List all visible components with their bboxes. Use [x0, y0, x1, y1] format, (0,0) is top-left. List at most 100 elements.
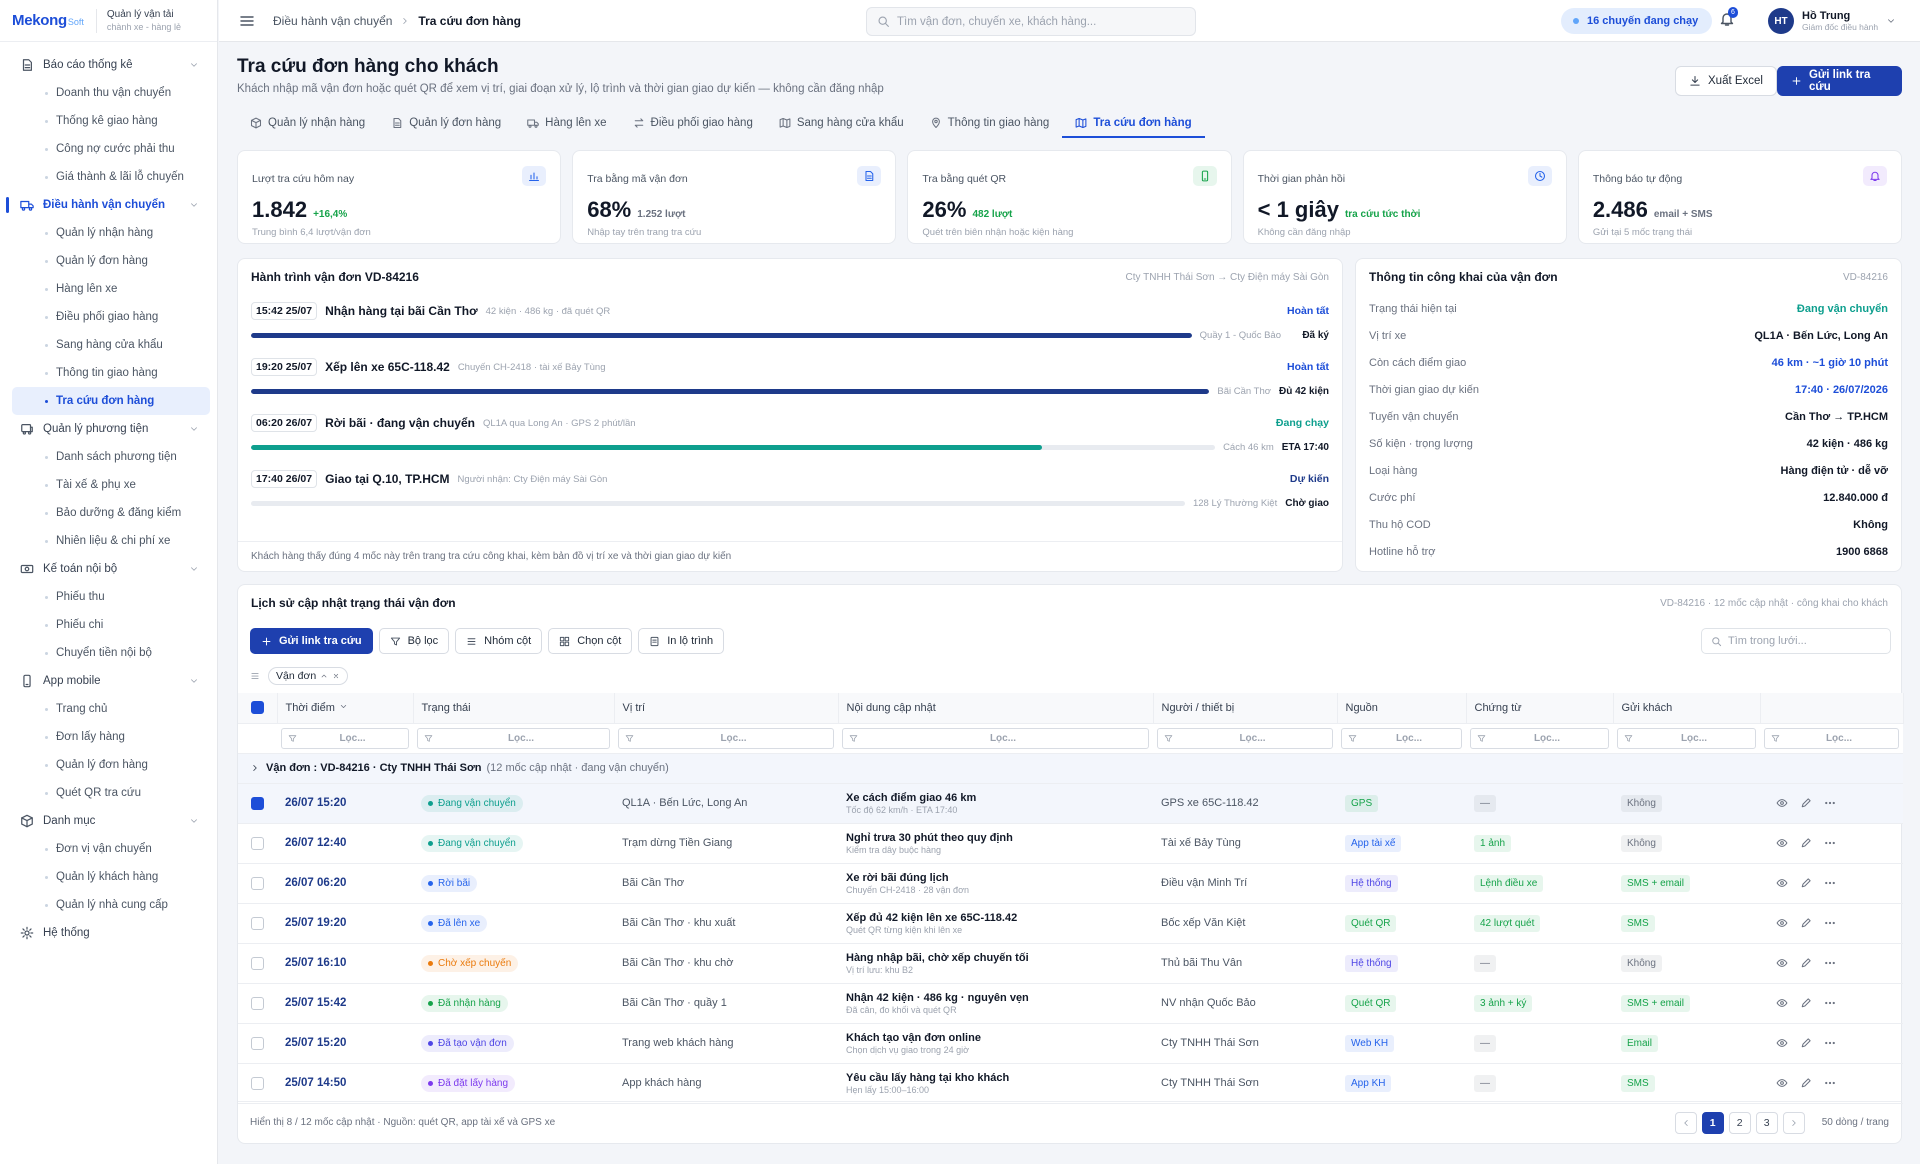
export-button[interactable]: Xuất Excel: [1675, 66, 1777, 96]
icon[interactable]: [1800, 957, 1812, 969]
nav-group[interactable]: Quản lý phương tiện: [0, 415, 217, 443]
icon[interactable]: [1776, 877, 1788, 889]
nav-group[interactable]: Danh mục: [0, 807, 217, 835]
nav-group[interactable]: Hệ thống: [0, 919, 217, 947]
icon[interactable]: [1824, 917, 1836, 929]
checkbox[interactable]: [251, 916, 264, 930]
icon[interactable]: [1800, 997, 1812, 1009]
status-pill[interactable]: 16 chuyến đang chạy: [1561, 8, 1713, 34]
icon[interactable]: [1800, 1077, 1812, 1089]
icon[interactable]: [1776, 1077, 1788, 1089]
column-header[interactable]: Trạng thái: [413, 693, 615, 724]
tab[interactable]: Hàng lên xe: [514, 110, 619, 138]
checkbox[interactable]: [251, 876, 264, 890]
nav-item[interactable]: Công nợ cước phải thu: [12, 135, 210, 163]
user[interactable]: HT Hồ Trung Giám đốc điều hành: [1768, 0, 1896, 42]
tab[interactable]: Sang hàng cửa khẩu: [766, 110, 917, 138]
column-header[interactable]: Thời điểm: [277, 693, 414, 724]
tab[interactable]: Quản lý đơn hàng: [378, 110, 514, 138]
toolbar-button[interactable]: Bộ lọc: [378, 628, 450, 654]
checkbox[interactable]: [251, 956, 264, 970]
nav-item[interactable]: Giá thành & lãi lỗ chuyến: [12, 163, 210, 191]
checkbox[interactable]: [250, 701, 264, 715]
filter-input[interactable]: Lọc...: [1764, 727, 1899, 749]
checkbox[interactable]: [251, 1036, 264, 1050]
nav-item[interactable]: Danh sách phương tiện: [12, 443, 210, 471]
filter-input[interactable]: Lọc...: [281, 727, 409, 749]
tab[interactable]: Thông tin giao hàng: [917, 110, 1063, 138]
group-chip[interactable]: Vận đơn: [268, 667, 349, 685]
nav-item[interactable]: Phiếu thu: [12, 583, 210, 611]
checkbox[interactable]: [251, 996, 264, 1010]
checkbox[interactable]: [251, 1076, 264, 1090]
icon[interactable]: [1824, 877, 1836, 889]
icon[interactable]: [1800, 917, 1812, 929]
nav-item[interactable]: Tra cứu đơn hàng: [12, 387, 210, 415]
tab[interactable]: Điều phối giao hàng: [620, 110, 766, 138]
icon[interactable]: [1824, 997, 1836, 1009]
icon[interactable]: [1824, 1037, 1836, 1049]
nav-item[interactable]: Trang chủ: [12, 695, 210, 723]
filter-input[interactable]: Lọc...: [417, 727, 610, 749]
send-link-button[interactable]: Gửi link tra cứu: [1777, 66, 1902, 96]
icon[interactable]: [1824, 797, 1836, 809]
grid-search[interactable]: Tìm trong lưới...: [1701, 628, 1891, 654]
tab[interactable]: Quản lý nhận hàng: [237, 110, 378, 138]
column-header[interactable]: Nguồn: [1337, 693, 1467, 724]
icon[interactable]: [1800, 797, 1812, 809]
filter-input[interactable]: Lọc...: [1341, 727, 1462, 749]
page-button[interactable]: 1: [1701, 1111, 1724, 1134]
column-header[interactable]: Người / thiết bị: [1153, 693, 1338, 724]
nav-item[interactable]: Phiếu chi: [12, 611, 210, 639]
checkbox[interactable]: [251, 796, 264, 810]
icon[interactable]: [1824, 837, 1836, 849]
nav-group[interactable]: Kế toán nội bộ: [0, 555, 217, 583]
nav-item[interactable]: Quản lý đơn hàng: [12, 751, 210, 779]
nav-group[interactable]: Báo cáo thống kê: [0, 51, 217, 79]
nav-item[interactable]: Doanh thu vận chuyển: [12, 79, 210, 107]
icon[interactable]: [1824, 1077, 1836, 1089]
icon[interactable]: [1800, 837, 1812, 849]
toolbar-button[interactable]: In lộ trình: [638, 628, 725, 654]
column-header[interactable]: Vị trí: [614, 693, 839, 724]
toolbar-button[interactable]: Chọn cột: [548, 628, 633, 654]
column-header[interactable]: Gửi khách: [1613, 693, 1761, 724]
search-box[interactable]: Tìm vận đơn, chuyến xe, khách hàng...: [866, 7, 1196, 36]
nav-item[interactable]: Quản lý khách hàng: [12, 863, 210, 891]
nav-item[interactable]: Đơn vị vận chuyển: [12, 835, 210, 863]
breadcrumb-item[interactable]: Điều hành vận chuyển: [273, 14, 393, 28]
tab[interactable]: Tra cứu đơn hàng: [1062, 110, 1205, 138]
icon[interactable]: [1776, 997, 1788, 1009]
send-link-button[interactable]: Gửi link tra cứu: [250, 628, 373, 654]
icon[interactable]: [1800, 1037, 1812, 1049]
nav-item[interactable]: Tài xế & phụ xe: [12, 471, 210, 499]
nav-item[interactable]: Quản lý nhà cung cấp: [12, 891, 210, 919]
page-arrow[interactable]: [1674, 1111, 1697, 1134]
icon[interactable]: [1776, 1037, 1788, 1049]
nav-item[interactable]: Nhiên liệu & chi phí xe: [12, 527, 210, 555]
nav-item[interactable]: Quản lý đơn hàng: [12, 247, 210, 275]
column-header[interactable]: Nội dung cập nhật: [838, 693, 1154, 724]
filter-input[interactable]: Lọc...: [618, 727, 834, 749]
column-header[interactable]: Chứng từ: [1466, 693, 1614, 724]
nav-item[interactable]: Hàng lên xe: [12, 275, 210, 303]
icon[interactable]: [1776, 957, 1788, 969]
nav-item[interactable]: Bảo dưỡng & đăng kiểm: [12, 499, 210, 527]
filter-input[interactable]: Lọc...: [1617, 727, 1756, 749]
nav-item[interactable]: Đơn lấy hàng: [12, 723, 210, 751]
nav-item[interactable]: Chuyển tiền nội bộ: [12, 639, 210, 667]
page-button[interactable]: 2: [1728, 1111, 1751, 1134]
nav-item[interactable]: Quản lý nhận hàng: [12, 219, 210, 247]
page-arrow[interactable]: [1782, 1111, 1805, 1134]
icon[interactable]: [1776, 797, 1788, 809]
icon[interactable]: [1776, 917, 1788, 929]
nav-group[interactable]: App mobile: [0, 667, 217, 695]
nav-group[interactable]: Điều hành vận chuyển: [0, 191, 217, 219]
nav-item[interactable]: Quét QR tra cứu: [12, 779, 210, 807]
checkbox[interactable]: [251, 836, 264, 850]
nav-item[interactable]: Thống kê giao hàng: [12, 107, 210, 135]
icon[interactable]: [1824, 957, 1836, 969]
page-button[interactable]: 3: [1755, 1111, 1778, 1134]
nav-item[interactable]: Điều phối giao hàng: [12, 303, 210, 331]
nav-item[interactable]: Thông tin giao hàng: [12, 359, 210, 387]
